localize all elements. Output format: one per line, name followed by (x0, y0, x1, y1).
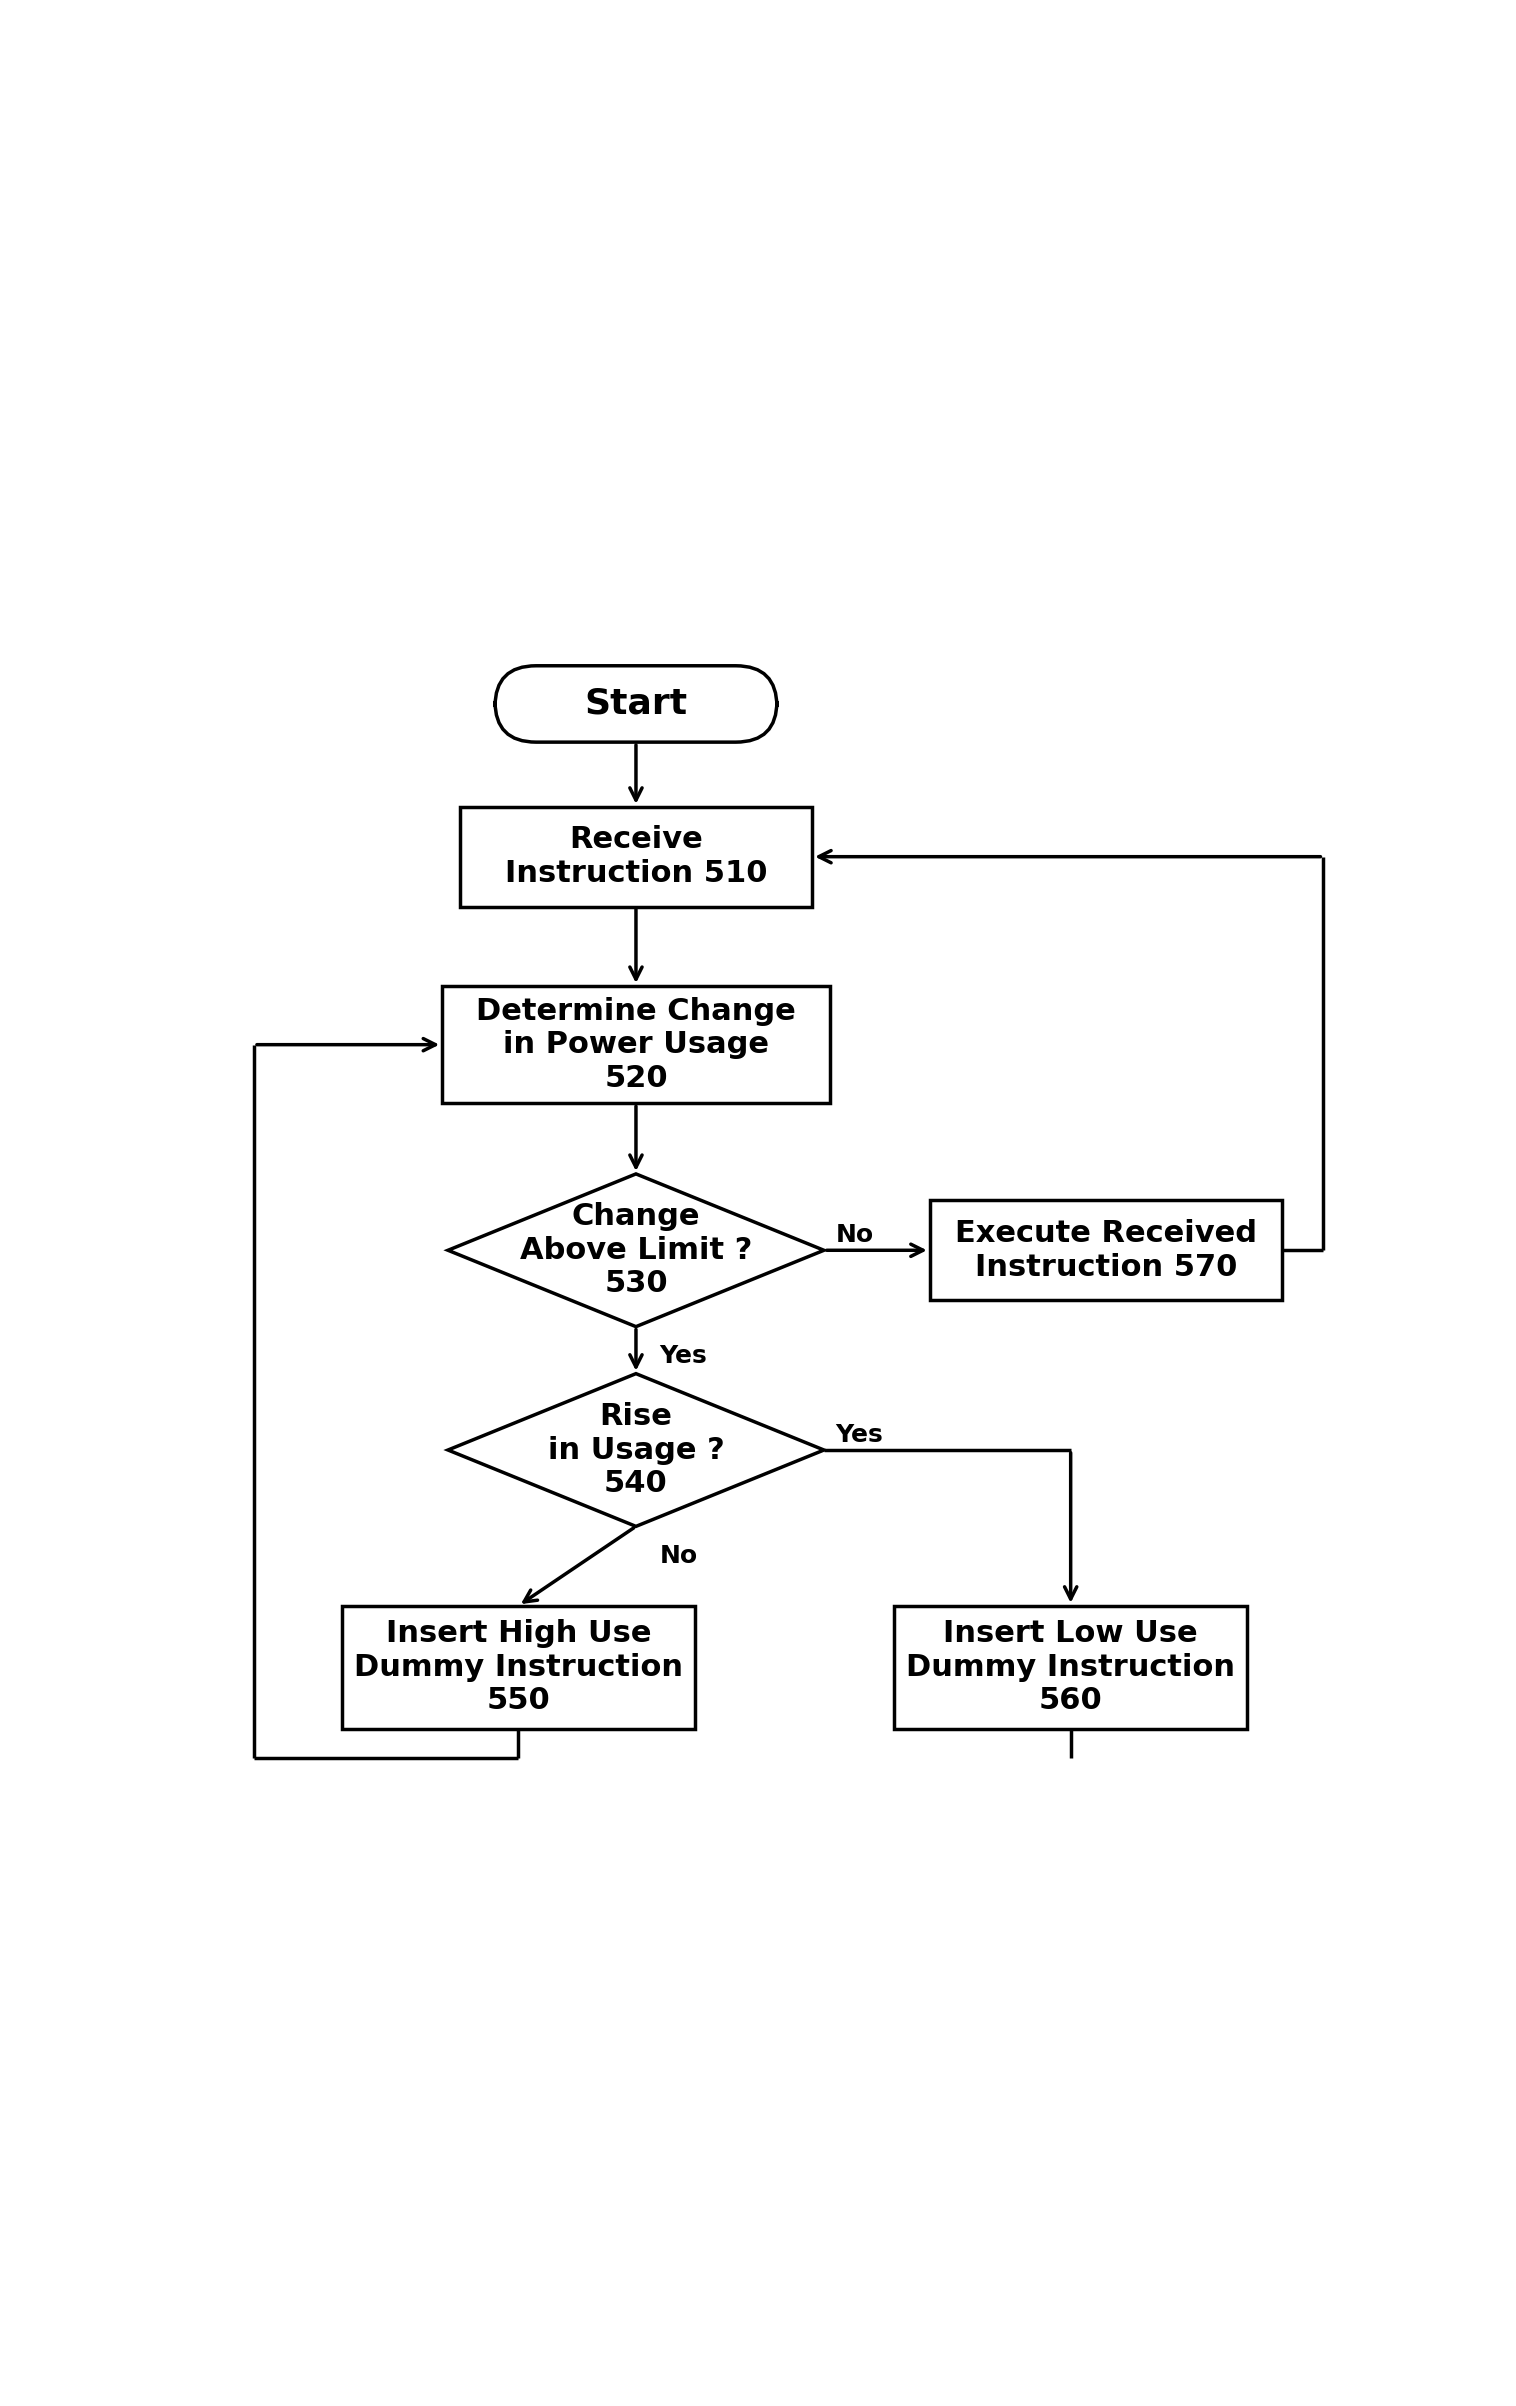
Text: Determine Change
in Power Usage
520: Determine Change in Power Usage 520 (476, 996, 796, 1092)
Text: Insert High Use
Dummy Instruction
550: Insert High Use Dummy Instruction 550 (353, 1619, 684, 1715)
Text: Change
Above Limit ?
530: Change Above Limit ? 530 (520, 1203, 752, 1299)
Text: Execute Received
Instruction 570: Execute Received Instruction 570 (955, 1220, 1257, 1282)
Text: Yes: Yes (659, 1345, 706, 1369)
Text: Insert Low Use
Dummy Instruction
560: Insert Low Use Dummy Instruction 560 (907, 1619, 1236, 1715)
Text: Start: Start (584, 688, 688, 722)
Text: Yes: Yes (835, 1422, 884, 1446)
Text: Receive
Instruction 510: Receive Instruction 510 (505, 825, 767, 888)
Text: Rise
in Usage ?
540: Rise in Usage ? 540 (547, 1403, 725, 1499)
Text: No: No (835, 1222, 873, 1246)
Text: No: No (659, 1545, 697, 1569)
